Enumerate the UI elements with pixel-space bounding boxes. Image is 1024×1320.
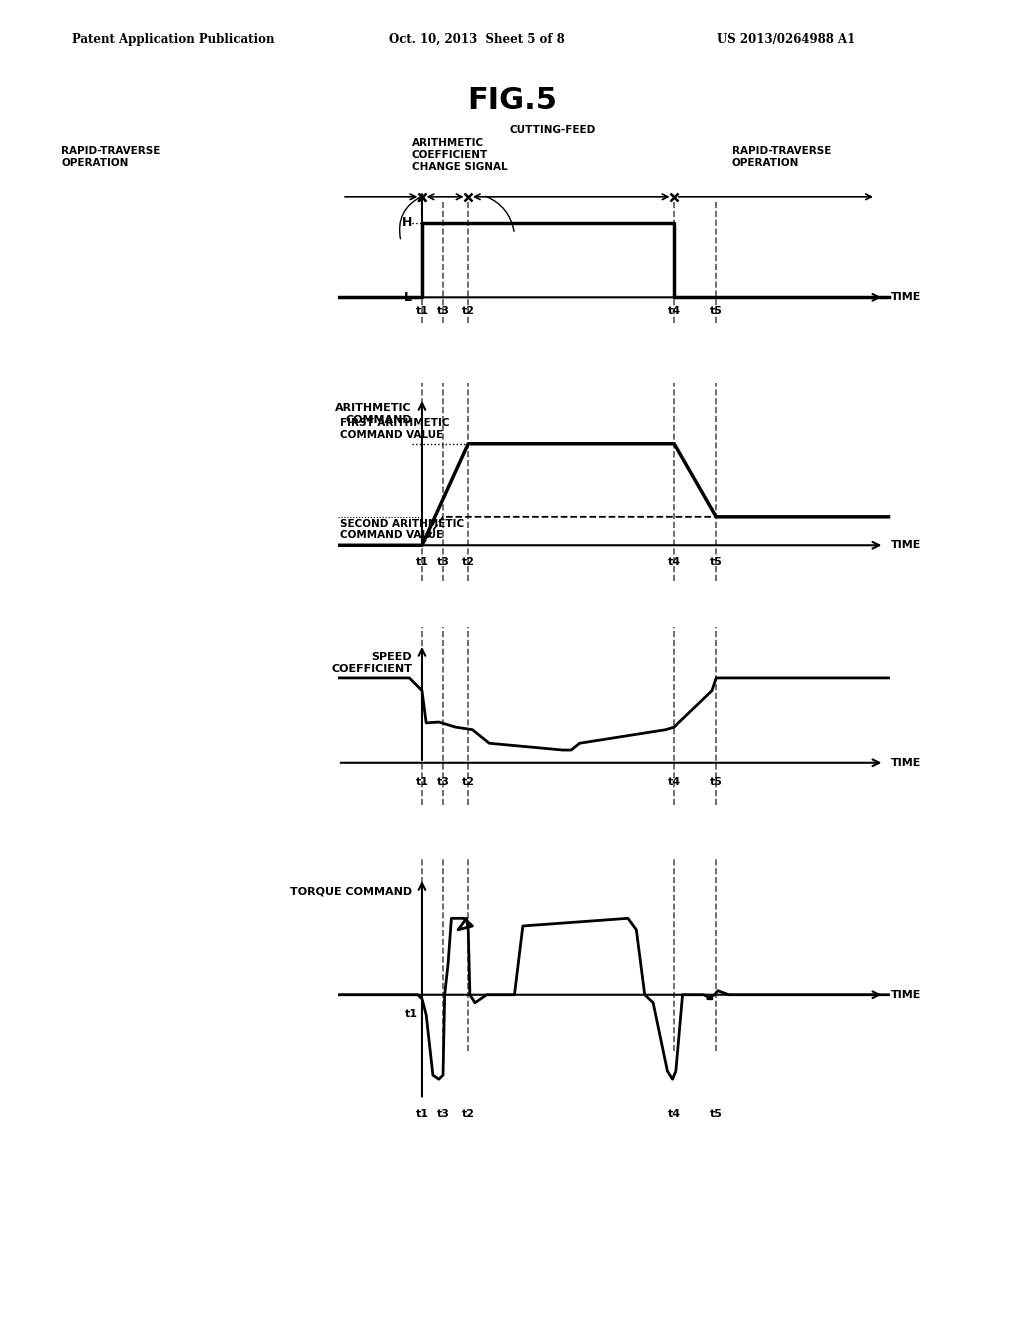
Text: t3: t3: [436, 557, 450, 568]
Text: SECOND ARITHMETIC
COMMAND VALUE: SECOND ARITHMETIC COMMAND VALUE: [340, 519, 464, 540]
Text: t5: t5: [710, 1109, 723, 1119]
Text: t2: t2: [462, 1109, 475, 1119]
Text: t4: t4: [668, 306, 681, 317]
Text: t3: t3: [436, 777, 450, 787]
Text: t1: t1: [416, 557, 428, 568]
Text: TIME: TIME: [891, 758, 922, 768]
Text: t4: t4: [668, 777, 681, 787]
Text: FIG.5: FIG.5: [467, 86, 557, 115]
Text: L: L: [403, 290, 412, 304]
Text: ARITHMETIC
COMMAND: ARITHMETIC COMMAND: [335, 403, 412, 425]
Text: TORQUE COMMAND: TORQUE COMMAND: [290, 886, 412, 896]
Text: t5: t5: [710, 777, 723, 787]
Text: TIME: TIME: [891, 292, 922, 302]
Text: RAPID-TRAVERSE
OPERATION: RAPID-TRAVERSE OPERATION: [731, 147, 830, 168]
Text: t3: t3: [436, 1109, 450, 1119]
Text: TIME: TIME: [891, 990, 922, 999]
Text: ARITHMETIC
COEFFICIENT
CHANGE SIGNAL: ARITHMETIC COEFFICIENT CHANGE SIGNAL: [412, 139, 507, 172]
Text: t2: t2: [462, 777, 475, 787]
Text: t4: t4: [668, 557, 681, 568]
Text: t1: t1: [416, 1109, 428, 1119]
Text: RAPID-TRAVERSE
OPERATION: RAPID-TRAVERSE OPERATION: [61, 147, 161, 168]
Text: t3: t3: [436, 306, 450, 317]
Text: SPEED
COEFFICIENT: SPEED COEFFICIENT: [331, 652, 412, 675]
Text: Patent Application Publication: Patent Application Publication: [72, 33, 274, 46]
Text: US 2013/0264988 A1: US 2013/0264988 A1: [717, 33, 855, 46]
Text: CUTTING-FEED: CUTTING-FEED: [509, 124, 595, 135]
Text: t4: t4: [668, 1109, 681, 1119]
Text: t5: t5: [710, 306, 723, 317]
Text: t1: t1: [404, 1010, 418, 1019]
Text: t2: t2: [462, 557, 475, 568]
Text: t1: t1: [416, 777, 428, 787]
Text: t1: t1: [416, 306, 428, 317]
Text: Oct. 10, 2013  Sheet 5 of 8: Oct. 10, 2013 Sheet 5 of 8: [389, 33, 565, 46]
Text: t2: t2: [462, 306, 475, 317]
Text: H: H: [401, 216, 412, 230]
Text: TIME: TIME: [891, 540, 922, 550]
Text: t5: t5: [710, 557, 723, 568]
Text: FIRST ARITHMETIC
COMMAND VALUE: FIRST ARITHMETIC COMMAND VALUE: [340, 418, 450, 440]
